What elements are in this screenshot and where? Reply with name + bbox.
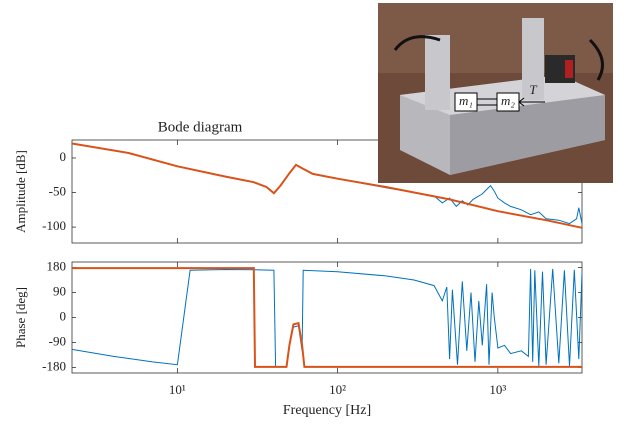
- y-tick-label: -90: [49, 333, 66, 348]
- plot-frame: [71, 261, 583, 374]
- mass-box: [454, 92, 478, 112]
- x-tick-label: 10³: [489, 382, 506, 397]
- photo-motor-label: [565, 60, 573, 78]
- x-axis-label: Frequency [Hz]: [283, 403, 371, 418]
- y-tick-label: 90: [53, 284, 66, 299]
- y-axis-label: Amplitude [dB]: [13, 150, 28, 233]
- x-tick-label: 10²: [329, 382, 346, 397]
- photo-cable: [393, 35, 604, 81]
- chart-title: Bode diagram: [158, 119, 243, 135]
- plot-frame: [71, 139, 583, 244]
- data-line: [72, 267, 582, 368]
- y-tick-label: -50: [49, 184, 66, 199]
- y-tick-label: 0: [60, 308, 67, 323]
- photo-bracket: [425, 35, 450, 110]
- y-tick-label: -180: [42, 358, 66, 373]
- mass-label: m₂: [501, 93, 515, 108]
- y-tick-label: -100: [42, 218, 66, 233]
- photo-bracket: [522, 18, 544, 100]
- mass-label: m₁: [459, 93, 473, 108]
- data-line: [71, 142, 583, 229]
- y-tick-label: 180: [47, 259, 67, 274]
- photo-inset: m₁ m₂ T: [378, 3, 613, 183]
- y-tick-label: 0: [60, 149, 67, 164]
- plots: Bode diagram Amplitude [dB] -100 -50 0 Phase …: [13, 119, 583, 418]
- data-line: [71, 268, 583, 368]
- y-axis-label: Phase [deg]: [13, 287, 28, 348]
- photo-base-side: [450, 95, 605, 175]
- torque-label: T: [529, 82, 537, 97]
- x-tick-label: 10¹: [169, 382, 186, 397]
- photo-link: [477, 97, 545, 107]
